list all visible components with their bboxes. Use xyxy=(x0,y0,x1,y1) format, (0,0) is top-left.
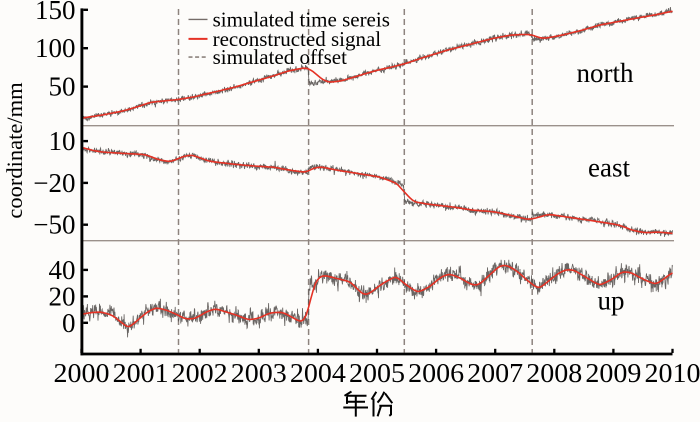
svg-text:2008: 2008 xyxy=(526,358,582,388)
svg-text:50: 50 xyxy=(49,72,76,102)
svg-text:2003: 2003 xyxy=(231,358,287,388)
svg-text:up: up xyxy=(598,286,625,316)
svg-text:2010: 2010 xyxy=(645,358,700,388)
svg-text:simulated offset: simulated offset xyxy=(213,45,348,69)
svg-text:north: north xyxy=(577,58,634,88)
svg-text:2004: 2004 xyxy=(290,358,347,388)
svg-text:−20: −20 xyxy=(33,168,75,198)
svg-text:2001: 2001 xyxy=(113,358,169,388)
svg-text:coordinate/mm: coordinate/mm xyxy=(2,82,27,219)
svg-text:10: 10 xyxy=(49,126,76,156)
svg-text:2009: 2009 xyxy=(585,358,641,388)
svg-text:40: 40 xyxy=(49,255,76,285)
svg-text:150: 150 xyxy=(35,0,76,25)
svg-text:2002: 2002 xyxy=(172,358,228,388)
svg-text:2005: 2005 xyxy=(349,358,405,388)
svg-text:east: east xyxy=(588,153,630,183)
svg-text:0: 0 xyxy=(62,308,76,338)
svg-text:2007: 2007 xyxy=(467,358,523,388)
svg-text:2000: 2000 xyxy=(54,358,110,388)
svg-text:100: 100 xyxy=(35,33,76,63)
svg-text:2006: 2006 xyxy=(408,358,464,388)
svg-text:−50: −50 xyxy=(33,210,75,240)
